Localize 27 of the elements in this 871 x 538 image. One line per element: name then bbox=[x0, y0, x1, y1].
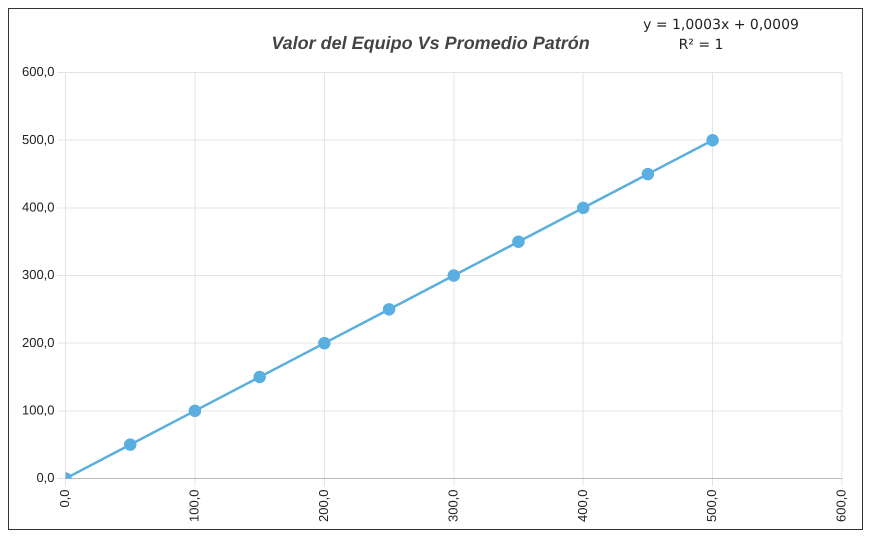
point bbox=[576, 202, 590, 214]
y-tick-label: 100,0 bbox=[22, 402, 55, 418]
y-tick-label: 0,0 bbox=[36, 470, 55, 486]
x-tick-label: 400,0 bbox=[574, 489, 590, 522]
x-tick-label: 600,0 bbox=[834, 489, 849, 522]
text: R² = 1 bbox=[678, 37, 724, 53]
point bbox=[512, 235, 525, 248]
point bbox=[124, 438, 136, 451]
y-tick-label: 500,0 bbox=[22, 132, 55, 147]
y-tick-label: 400,0 bbox=[22, 199, 55, 214]
point bbox=[253, 370, 266, 384]
y-tick-label: 600,0 bbox=[22, 64, 55, 80]
x-tick-label: 300,0 bbox=[445, 489, 460, 522]
y-tick-label: 300,0 bbox=[22, 267, 55, 282]
point bbox=[382, 303, 396, 316]
point bbox=[448, 269, 460, 282]
x-tick-label: 100,0 bbox=[186, 489, 202, 522]
x-tick-label: 0,0 bbox=[57, 489, 72, 508]
x-tick-label: 200,0 bbox=[316, 489, 331, 522]
point bbox=[706, 134, 719, 146]
y-tick-label: 200,0 bbox=[22, 334, 55, 350]
point bbox=[318, 336, 331, 350]
point bbox=[642, 168, 654, 180]
point bbox=[188, 404, 202, 418]
text: y = 1,0003x + 0,0009 bbox=[643, 17, 799, 33]
chart-title: Valor del Equipo Vs Promedio Patrón bbox=[271, 32, 590, 53]
x-tick-label: 500,0 bbox=[704, 489, 720, 522]
